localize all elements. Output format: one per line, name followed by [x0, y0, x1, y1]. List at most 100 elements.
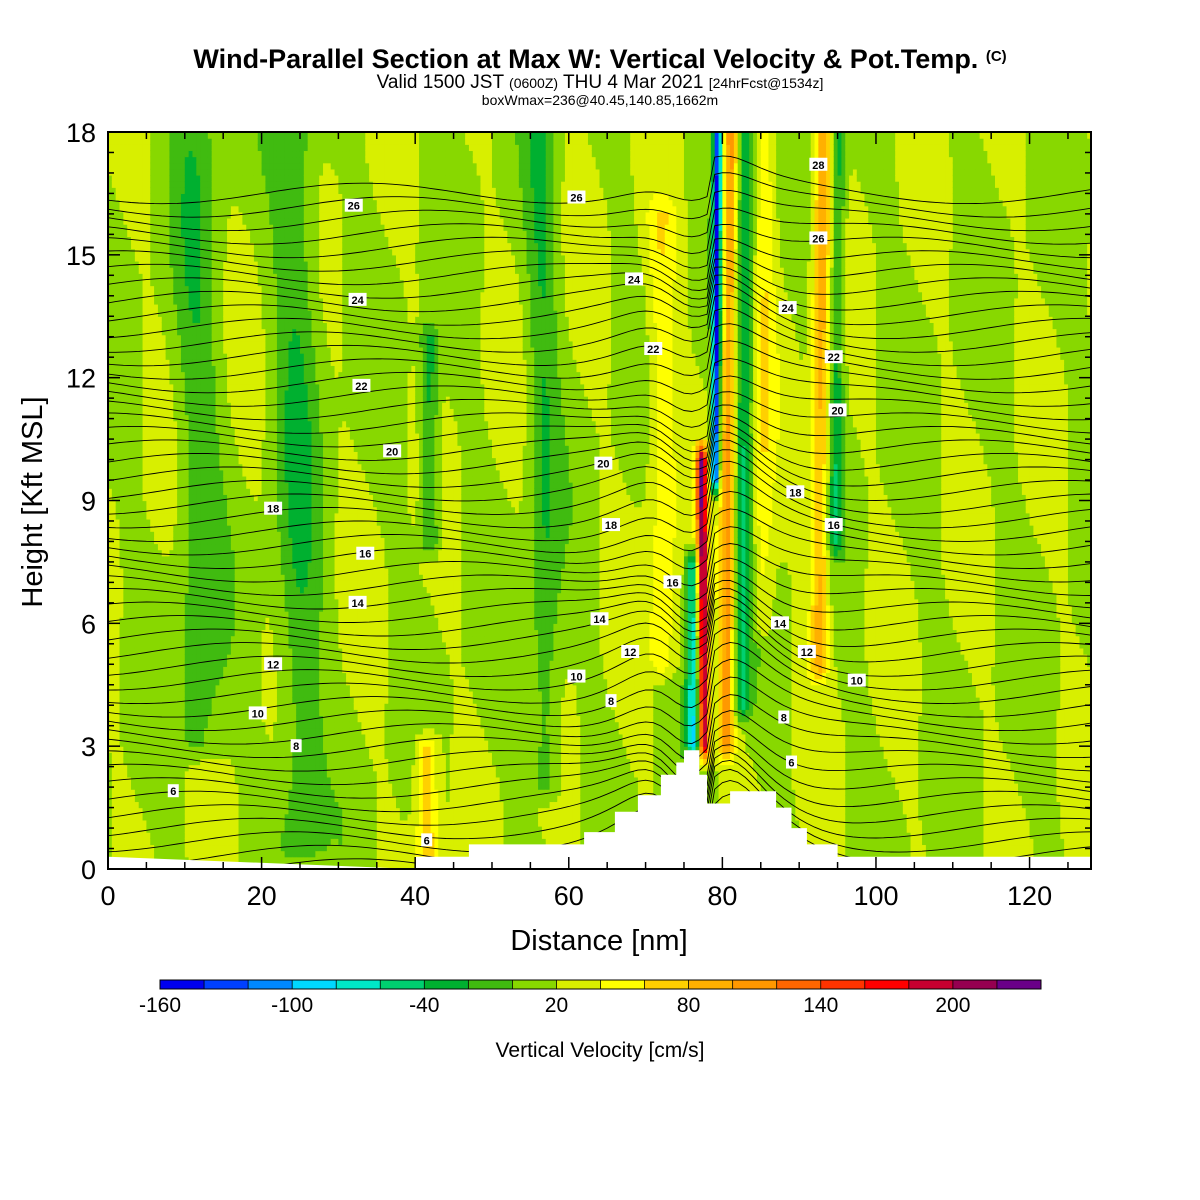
- velocity-cell: [123, 415, 127, 422]
- velocity-cell: [116, 623, 120, 630]
- velocity-cell: [135, 562, 139, 569]
- velocity-cell: [150, 193, 154, 200]
- velocity-cell: [169, 267, 173, 274]
- velocity-cell: [139, 304, 143, 311]
- velocity-cell: [146, 175, 150, 182]
- velocity-cell: [127, 611, 131, 618]
- velocity-cell: [181, 372, 185, 379]
- velocity-cell: [112, 206, 116, 213]
- velocity-cell: [123, 286, 127, 293]
- velocity-cell: [185, 421, 189, 428]
- velocity-cell: [135, 685, 139, 692]
- velocity-cell: [112, 181, 116, 188]
- velocity-cell: [135, 605, 139, 612]
- velocity-cell: [116, 341, 120, 348]
- velocity-cell: [166, 611, 170, 618]
- velocity-cell: [131, 243, 135, 250]
- velocity-cell: [127, 144, 131, 151]
- velocity-cell: [123, 433, 127, 440]
- velocity-cell: [181, 476, 185, 483]
- velocity-cell: [112, 236, 116, 243]
- velocity-cell: [123, 685, 127, 692]
- velocity-cell: [143, 433, 147, 440]
- velocity-cell: [189, 181, 193, 188]
- velocity-cell: [135, 832, 139, 839]
- velocity-cell: [177, 163, 181, 170]
- velocity-cell: [185, 396, 189, 403]
- velocity-cell: [135, 709, 139, 716]
- velocity-cell: [192, 691, 196, 698]
- velocity-cell: [127, 329, 131, 336]
- velocity-cell: [185, 789, 189, 796]
- velocity-cell: [181, 734, 185, 741]
- velocity-cell: [192, 525, 196, 532]
- velocity-cell: [154, 193, 158, 200]
- velocity-cell: [158, 316, 162, 323]
- velocity-cell: [123, 488, 127, 495]
- velocity-cell: [189, 783, 193, 790]
- velocity-cell: [154, 838, 158, 845]
- velocity-cell: [120, 292, 124, 299]
- velocity-cell: [166, 384, 170, 391]
- velocity-cell: [173, 636, 177, 643]
- velocity-cell: [189, 451, 193, 458]
- velocity-cell: [192, 408, 196, 415]
- velocity-cell: [116, 605, 120, 612]
- velocity-cell: [131, 273, 135, 280]
- velocity-cell: [154, 451, 158, 458]
- velocity-cell: [181, 617, 185, 624]
- velocity-cell: [181, 611, 185, 618]
- velocity-cell: [146, 433, 150, 440]
- velocity-cell: [169, 525, 173, 532]
- velocity-cell: [123, 329, 127, 336]
- velocity-cell: [127, 531, 131, 538]
- velocity-cell: [146, 322, 150, 329]
- velocity-cell: [185, 722, 189, 729]
- velocity-cell: [169, 550, 173, 557]
- velocity-cell: [185, 617, 189, 624]
- velocity-cell: [173, 593, 177, 600]
- velocity-cell: [154, 415, 158, 422]
- velocity-cell: [162, 820, 166, 827]
- velocity-cell: [139, 574, 143, 581]
- velocity-cell: [112, 826, 116, 833]
- velocity-cell: [162, 666, 166, 673]
- velocity-cell: [146, 445, 150, 452]
- velocity-cell: [181, 507, 185, 514]
- velocity-cell: [181, 421, 185, 428]
- velocity-cell: [120, 212, 124, 219]
- velocity-cell: [185, 814, 189, 821]
- velocity-cell: [154, 255, 158, 262]
- velocity-cell: [181, 157, 185, 164]
- velocity-cell: [135, 771, 139, 778]
- velocity-cell: [192, 181, 196, 188]
- velocity-cell: [185, 150, 189, 157]
- velocity-cell: [173, 372, 177, 379]
- velocity-cell: [146, 267, 150, 274]
- velocity-cell: [192, 771, 196, 778]
- velocity-cell: [196, 470, 200, 477]
- velocity-cell: [177, 709, 181, 716]
- velocity-cell: [177, 826, 181, 833]
- velocity-cell: [185, 820, 189, 827]
- velocity-cell: [177, 814, 181, 821]
- velocity-cell: [189, 347, 193, 354]
- velocity-cell: [135, 844, 139, 851]
- velocity-cell: [154, 286, 158, 293]
- velocity-cell: [158, 408, 162, 415]
- velocity-cell: [116, 169, 120, 176]
- velocity-cell: [162, 672, 166, 679]
- velocity-cell: [120, 236, 124, 243]
- velocity-cell: [196, 752, 200, 759]
- velocity-cell: [185, 832, 189, 839]
- velocity-cell: [120, 531, 124, 538]
- velocity-cell: [143, 531, 147, 538]
- velocity-cell: [181, 697, 185, 704]
- velocity-cell: [162, 814, 166, 821]
- velocity-cell: [177, 267, 181, 274]
- velocity-cell: [143, 562, 147, 569]
- velocity-cell: [112, 672, 116, 679]
- velocity-cell: [127, 273, 131, 280]
- velocity-cell: [158, 347, 162, 354]
- velocity-cell: [196, 783, 200, 790]
